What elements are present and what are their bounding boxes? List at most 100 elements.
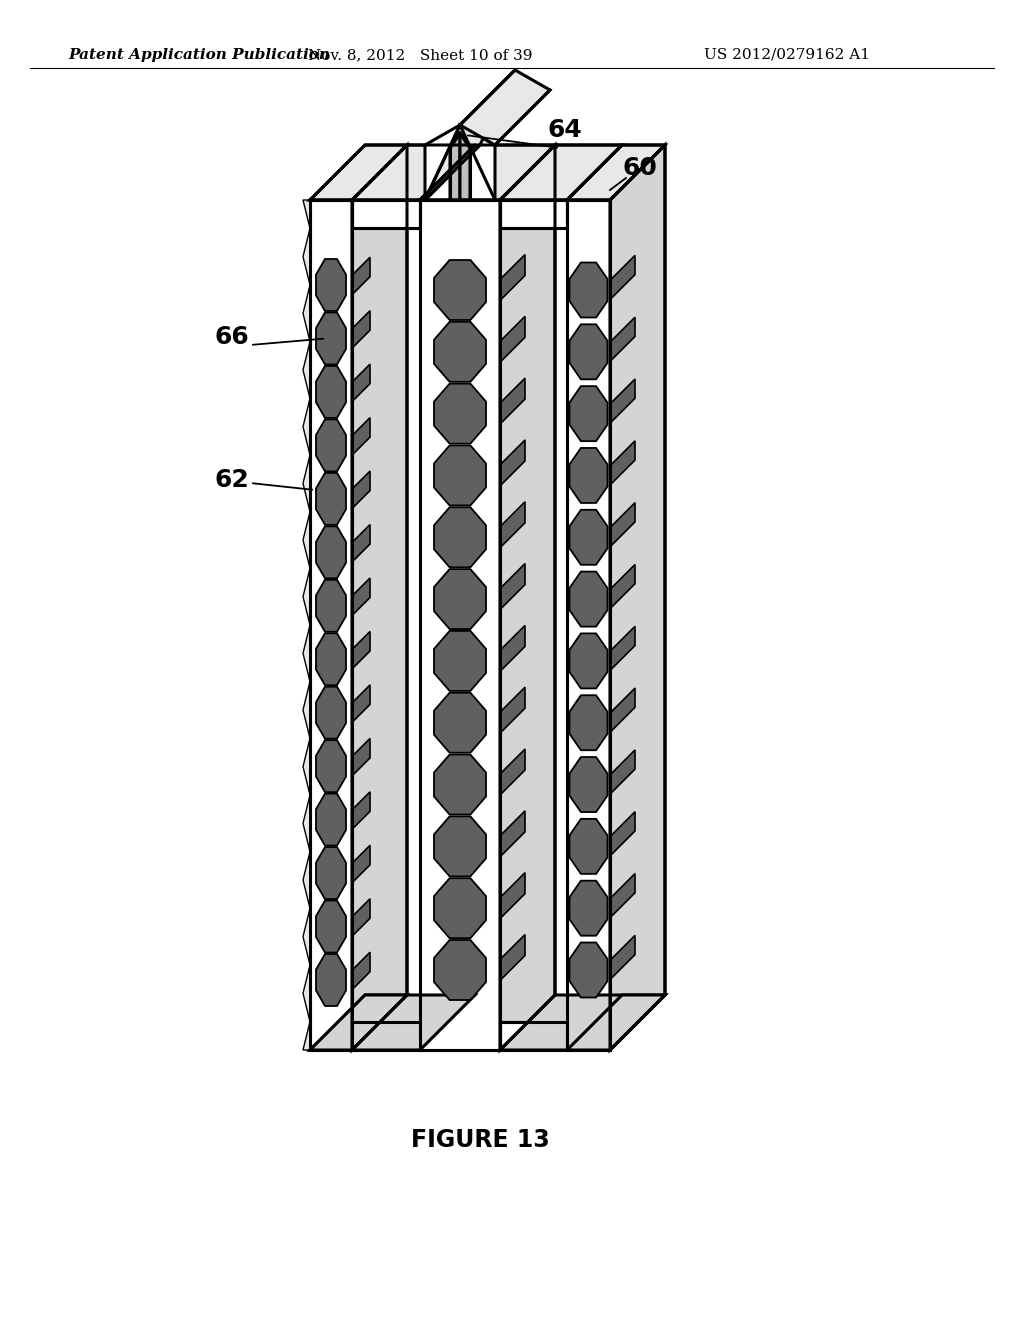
Polygon shape	[310, 995, 475, 1049]
Polygon shape	[500, 873, 525, 919]
Polygon shape	[310, 201, 352, 1049]
Polygon shape	[310, 145, 407, 201]
Polygon shape	[316, 473, 346, 525]
Polygon shape	[500, 440, 525, 486]
Polygon shape	[569, 387, 607, 441]
Polygon shape	[567, 145, 665, 201]
Polygon shape	[569, 325, 607, 379]
Polygon shape	[610, 565, 635, 609]
Polygon shape	[352, 201, 420, 228]
Polygon shape	[500, 688, 525, 733]
Polygon shape	[425, 70, 515, 201]
Polygon shape	[569, 942, 607, 998]
Polygon shape	[352, 738, 370, 776]
Polygon shape	[420, 201, 500, 1049]
Polygon shape	[352, 792, 370, 829]
Polygon shape	[569, 880, 607, 936]
Polygon shape	[434, 755, 486, 814]
Polygon shape	[434, 569, 486, 630]
Polygon shape	[310, 995, 407, 1049]
Polygon shape	[316, 634, 346, 685]
Polygon shape	[352, 524, 370, 562]
Polygon shape	[500, 1022, 567, 1049]
Polygon shape	[610, 688, 635, 733]
Polygon shape	[352, 952, 370, 990]
Polygon shape	[352, 578, 370, 615]
Polygon shape	[352, 145, 475, 201]
Polygon shape	[500, 317, 525, 362]
Polygon shape	[434, 816, 486, 876]
Polygon shape	[610, 255, 635, 300]
Polygon shape	[434, 940, 486, 1001]
Text: US 2012/0279162 A1: US 2012/0279162 A1	[705, 48, 870, 62]
Polygon shape	[352, 310, 370, 348]
Polygon shape	[316, 686, 346, 739]
Polygon shape	[569, 510, 607, 565]
Polygon shape	[316, 793, 346, 846]
Polygon shape	[610, 441, 635, 484]
Polygon shape	[434, 878, 486, 939]
Polygon shape	[500, 255, 525, 301]
Polygon shape	[420, 145, 555, 201]
Polygon shape	[610, 936, 635, 979]
Polygon shape	[610, 145, 665, 1049]
Polygon shape	[500, 378, 525, 424]
Polygon shape	[316, 954, 346, 1006]
Polygon shape	[569, 447, 607, 503]
Polygon shape	[569, 572, 607, 627]
Polygon shape	[316, 847, 346, 899]
Text: 62: 62	[215, 469, 250, 492]
Polygon shape	[500, 995, 665, 1049]
Polygon shape	[352, 145, 407, 1049]
Polygon shape	[500, 810, 525, 857]
Polygon shape	[610, 750, 635, 795]
Polygon shape	[569, 758, 607, 812]
Polygon shape	[569, 634, 607, 689]
Text: FIGURE 13: FIGURE 13	[411, 1129, 549, 1152]
Polygon shape	[567, 995, 665, 1049]
Polygon shape	[316, 366, 346, 418]
Polygon shape	[352, 364, 370, 401]
Polygon shape	[352, 417, 370, 455]
Polygon shape	[569, 818, 607, 874]
Polygon shape	[425, 125, 460, 201]
Polygon shape	[352, 471, 370, 508]
Polygon shape	[610, 812, 635, 855]
Polygon shape	[460, 125, 495, 201]
Polygon shape	[434, 384, 486, 444]
Polygon shape	[610, 874, 635, 917]
Polygon shape	[460, 133, 470, 201]
Polygon shape	[610, 503, 635, 546]
Polygon shape	[434, 322, 486, 381]
Polygon shape	[610, 379, 635, 424]
Polygon shape	[316, 741, 346, 792]
Polygon shape	[434, 631, 486, 690]
Polygon shape	[316, 900, 346, 953]
Polygon shape	[450, 133, 460, 201]
Polygon shape	[352, 631, 370, 669]
Polygon shape	[569, 696, 607, 750]
Polygon shape	[500, 564, 525, 610]
Polygon shape	[500, 502, 525, 548]
Polygon shape	[569, 263, 607, 318]
Polygon shape	[434, 260, 486, 319]
Polygon shape	[316, 527, 346, 578]
Text: 60: 60	[623, 156, 657, 180]
Polygon shape	[500, 626, 525, 672]
Polygon shape	[316, 259, 346, 312]
Polygon shape	[316, 420, 346, 471]
Polygon shape	[352, 1022, 420, 1049]
Polygon shape	[500, 748, 525, 795]
Polygon shape	[316, 313, 346, 364]
Polygon shape	[567, 201, 610, 1049]
Polygon shape	[352, 845, 370, 883]
Polygon shape	[500, 935, 525, 981]
Polygon shape	[610, 626, 635, 671]
Text: Patent Application Publication: Patent Application Publication	[68, 48, 330, 62]
Polygon shape	[500, 201, 567, 228]
Polygon shape	[610, 317, 635, 362]
Polygon shape	[352, 257, 370, 294]
Polygon shape	[500, 145, 555, 1049]
Polygon shape	[352, 685, 370, 722]
Polygon shape	[460, 70, 550, 145]
